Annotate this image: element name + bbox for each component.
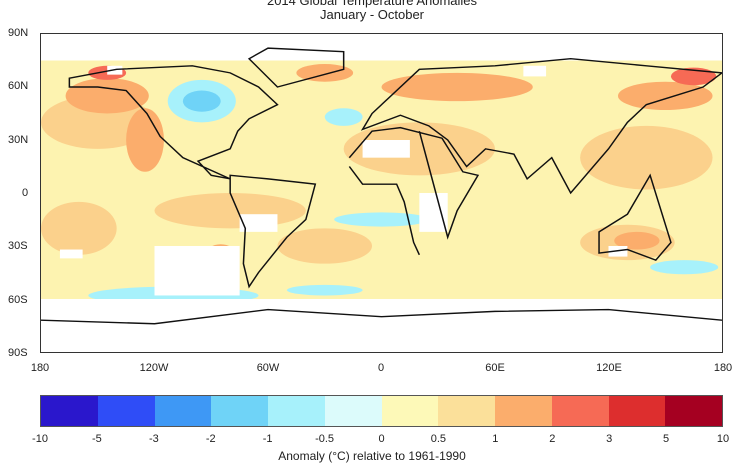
colorbar-segment [324, 396, 382, 426]
colorbar-label: Anomaly (°C) relative to 1961-1990 [278, 449, 466, 463]
colorbar-segment [608, 396, 666, 426]
colorbar-segment [211, 396, 268, 426]
colorbar-segment [154, 396, 212, 426]
colorbar-segment [665, 396, 722, 426]
coastlines [40, 47, 724, 325]
colorbar-tick: -2 [205, 433, 216, 445]
colorbar-tick: 5 [663, 433, 670, 445]
lon-label: 60E [485, 362, 505, 374]
lat-label: 90S [8, 347, 28, 359]
colorbar-segment [381, 396, 439, 426]
lon-label: 60W [256, 362, 280, 374]
colorbar-tick: -5 [92, 433, 102, 445]
colorbar-tick: -10 [32, 433, 48, 445]
colorbar-tick: 3 [606, 433, 613, 445]
lat-label: 90N [8, 27, 29, 39]
colorbar-segment [551, 396, 609, 426]
lat-label: 30S [8, 240, 28, 252]
colorbar-tick: 0.5 [430, 433, 447, 445]
lon-label: 120W [139, 362, 169, 374]
colorbar-segment [41, 396, 98, 426]
lon-label: 0 [377, 362, 385, 374]
colorbar-tick: -1 [262, 433, 273, 445]
colorbar-segment [495, 396, 552, 426]
map-title: 2014 Global Temperature Anomalies [266, 0, 478, 8]
anomaly-map [40, 33, 724, 353]
map-subtitle: January - October [319, 7, 425, 22]
colorbar-tick: -0.5 [315, 433, 335, 445]
colorbar-tick: 0 [378, 433, 385, 445]
colorbar-tick: -3 [148, 433, 159, 445]
lat-label: 30N [8, 134, 29, 146]
colorbar-tick: 10 [716, 433, 730, 445]
colorbar-segment [438, 396, 495, 426]
colorbar-segment [97, 396, 155, 426]
colorbar-tick: 1 [492, 433, 499, 445]
lon-label: 180 [713, 362, 733, 374]
lat-label: 60N [8, 80, 29, 92]
colorbar-segment [268, 396, 325, 426]
lon-label: 120E [596, 362, 622, 374]
lat-label: 0 [22, 187, 29, 199]
colorbar-tick: 2 [549, 433, 556, 445]
colorbar [40, 395, 723, 427]
lon-label: 180 [30, 362, 50, 374]
lat-label: 60S [8, 294, 28, 306]
